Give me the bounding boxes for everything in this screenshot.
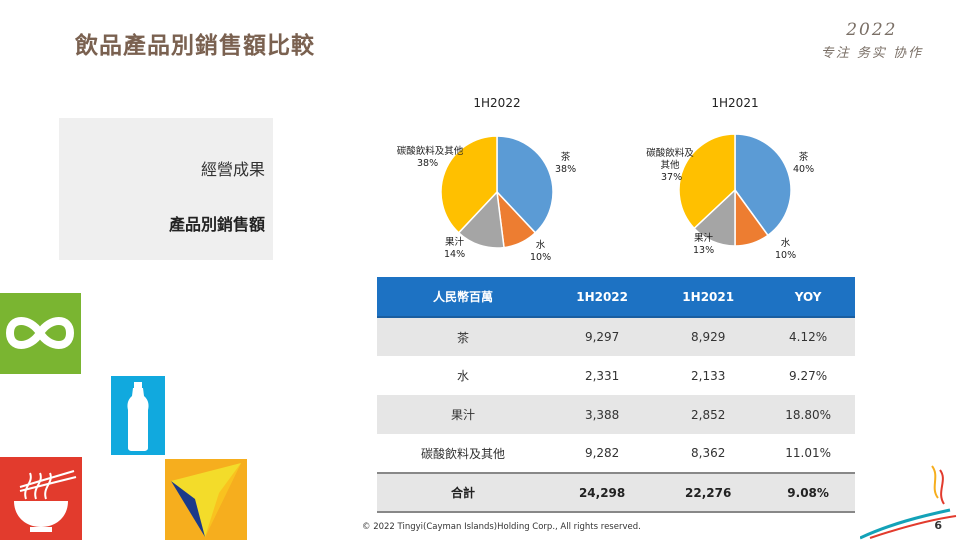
triangle-icon bbox=[171, 463, 241, 537]
sales-table: 人民幣百萬 1H2022 1H2021 YOY 茶 9,297 8,929 4.… bbox=[377, 277, 855, 513]
brand-logo: 2022 专注 务实 协作 bbox=[821, 20, 923, 61]
pie-2021-label-other-name: 碳酸飲料及其他 bbox=[646, 148, 694, 171]
nav-item-results[interactable]: 經營成果 bbox=[200, 160, 265, 179]
table-header-cell: 1H2021 bbox=[655, 277, 762, 318]
table-cell: 2,852 bbox=[655, 395, 762, 434]
pie-2022-label-water: 水 10% bbox=[530, 240, 551, 264]
copyright-text: © 2022 Tingyi(Cayman Islands)Holding Cor… bbox=[362, 522, 641, 532]
pie-2021-label-tea-name: 茶 bbox=[798, 152, 809, 163]
table-header-cell: 人民幣百萬 bbox=[377, 277, 550, 318]
table-cell: 茶 bbox=[377, 317, 550, 356]
table-cell: 水 bbox=[457, 369, 470, 383]
infinity-icon bbox=[5, 317, 75, 349]
brand-slogan: 专注 务实 协作 bbox=[820, 46, 923, 61]
section-nav: 經營成果 產品別銷售額 bbox=[59, 118, 273, 260]
brand-year: 2022 bbox=[846, 20, 898, 40]
table-cell: 2,331 bbox=[584, 368, 620, 383]
page-number: 6 bbox=[934, 519, 942, 532]
swoosh-logo-icon bbox=[860, 465, 957, 540]
pie-2022-label-other: 碳酸飲料及其他 38% bbox=[395, 146, 465, 170]
pie-2022-label-water-name: 水 bbox=[535, 240, 546, 251]
table-cell: 9,282 bbox=[584, 446, 620, 460]
table-row: 茶 9,297 8,929 4.12% bbox=[377, 317, 855, 356]
table-cell: 果汁 bbox=[377, 395, 550, 434]
table-header-cell: 1H2022 bbox=[549, 277, 656, 318]
table-total-row: 合計 24,298 22,276 9.08% bbox=[377, 472, 855, 513]
pie-2021-chart bbox=[678, 133, 792, 247]
table-cell: 8,362 bbox=[691, 446, 726, 460]
table-cell: 4.12% bbox=[761, 317, 855, 356]
page-title: 飲品產品別銷售額比較 bbox=[75, 33, 315, 59]
bottle-tile bbox=[111, 376, 165, 455]
pie-2021-label-juice-name: 果汁 bbox=[694, 233, 714, 244]
table-header-row: 人民幣百萬 1H2022 1H2021 YOY bbox=[377, 277, 855, 318]
pie-slice-other bbox=[678, 133, 736, 230]
pie-slice-tea bbox=[734, 133, 792, 237]
pie-2021-label-tea-value: 40% bbox=[793, 164, 815, 175]
pie-slice-other bbox=[440, 135, 498, 234]
table-header-cell: YOY bbox=[761, 277, 855, 318]
noodle-bowl-icon bbox=[14, 470, 77, 532]
pie-2022-title: 1H2022 bbox=[473, 96, 521, 110]
pie-2021-label-tea: 茶 40% bbox=[793, 152, 814, 176]
table-cell: 2,133 bbox=[691, 368, 726, 383]
pie-2021-label-water: 水 10% bbox=[775, 238, 796, 262]
pie-2021-label-other-value: 37% bbox=[661, 172, 683, 183]
pie-2022-label-tea-name: 茶 bbox=[560, 152, 571, 163]
pie-2021-label-juice: 果汁 13% bbox=[693, 233, 714, 257]
pie-2022-label-juice: 果汁 14% bbox=[444, 237, 465, 261]
triangle-tile bbox=[165, 459, 247, 540]
infinity-tile bbox=[0, 293, 81, 374]
table-cell: 合計 bbox=[377, 472, 550, 513]
pie-2022-label-juice-name: 果汁 bbox=[445, 237, 465, 248]
table-cell: 3,388 bbox=[549, 395, 656, 434]
bottle-icon bbox=[127, 382, 149, 451]
table-row: 果汁 3,388 2,852 18.80% bbox=[377, 395, 855, 434]
pie-2022-label-water-value: 10% bbox=[530, 252, 552, 263]
table-cell: 18.80% bbox=[761, 395, 855, 434]
pie-2022-label-juice-value: 14% bbox=[444, 249, 466, 260]
pie-2021-title: 1H2021 bbox=[711, 96, 759, 110]
table-cell: 9.08% bbox=[761, 472, 855, 513]
pie-2022-label-tea-value: 38% bbox=[555, 164, 577, 175]
table-row: 碳酸飲料及其他 9,282 8,362 11.01% bbox=[377, 434, 855, 473]
pie-2021-label-water-value: 10% bbox=[775, 250, 797, 261]
table-cell: 22,276 bbox=[655, 472, 762, 513]
pie-2022-label-other-name: 碳酸飲料及其他 bbox=[396, 146, 464, 157]
table-row: 水 2,331 2,133 9.27% bbox=[377, 356, 855, 395]
table-cell: 24,298 bbox=[549, 472, 656, 513]
table-cell: 9,297 bbox=[549, 317, 656, 356]
table-cell: 11.01% bbox=[785, 446, 831, 460]
pie-2022-label-tea: 茶 38% bbox=[555, 152, 576, 176]
table-cell: 8,929 bbox=[655, 317, 762, 356]
pie-2021-label-juice-value: 13% bbox=[693, 245, 715, 256]
pie-2022-label-other-value: 38% bbox=[417, 158, 439, 169]
pie-2022-chart bbox=[440, 135, 554, 249]
pie-2021-label-other: 碳酸飲料及其他 37% bbox=[645, 148, 695, 184]
noodle-bowl-tile bbox=[0, 457, 82, 540]
pie-2021-label-water-name: 水 bbox=[780, 238, 791, 249]
pie-slice-tea bbox=[496, 135, 554, 234]
nav-item-product-sales[interactable]: 產品別銷售額 bbox=[168, 215, 265, 234]
table-cell: 9.27% bbox=[789, 368, 828, 383]
table-cell: 碳酸飲料及其他 bbox=[421, 446, 506, 461]
